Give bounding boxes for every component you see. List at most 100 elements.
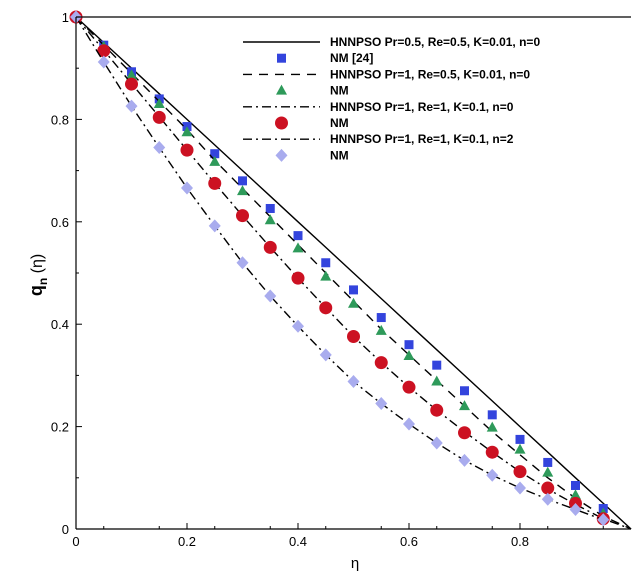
data-point-7-3 [153,141,166,155]
data-point-7-17 [541,492,554,506]
legend-label-3: NM [330,84,349,98]
legend-label-5: NM [330,116,349,130]
data-point-3-10 [348,297,359,308]
x-tick-label-4: 0.8 [511,534,529,549]
data-point-7-16 [514,481,526,495]
legend-entry-7: NM [275,148,349,162]
x-tick-label-0: 0 [72,534,79,549]
y-tick-label-2: 0.4 [51,317,69,332]
data-point-3-12 [403,349,415,360]
data-point-3-13 [431,375,443,386]
data-point-7-4 [181,181,193,195]
y-tick-label-5: 1 [62,10,69,25]
series-3 [70,11,609,518]
data-point-5-4 [180,143,194,157]
data-point-7-2 [125,99,138,113]
data-point-7-12 [403,417,415,431]
data-point-5-16 [513,465,527,479]
axes: 0 0.2 0.4 0.6 0.8 0 0.2 0.4 0.6 0.8 1 [51,10,631,549]
data-point-3-11 [375,324,387,335]
data-point-5-3 [152,110,166,124]
data-point-3-4 [181,126,193,137]
y-axis-title-argument: (η) [29,254,46,278]
legend-label-0: HNNPSO Pr=0.5, Re=0.5, K=0.01, n=0 [330,35,540,49]
series-line-0 [75,16,632,530]
data-point-5-17 [541,481,555,495]
data-point-5-11 [374,356,388,370]
data-point-1-14 [460,386,469,396]
data-point-1-5 [210,149,220,159]
data-point-7-7 [264,289,277,303]
data-point-7-1 [97,55,110,69]
data-point-1-8 [293,231,303,241]
legend-label-2: HNNPSO Pr=1, Re=0.5, K=0.01, n=0 [330,67,530,81]
data-point-1-10 [349,285,358,295]
data-point-3-3 [153,98,165,109]
data-point-7-18 [569,503,582,517]
y-axis-title: qn (η) [26,254,50,296]
data-point-1-15 [487,410,497,420]
data-point-7-11 [375,397,388,411]
data-point-7-5 [208,219,221,233]
legend-entry-3: NM [276,84,349,98]
legend-label-6: HNNPSO Pr=1, Re=1, K=0.1, n=2 [330,132,514,146]
data-point-7-13 [430,436,443,450]
data-point-1-13 [432,360,442,370]
data-point-5-2 [125,77,138,91]
data-point-5-9 [319,301,333,315]
series-6 [75,16,604,521]
x-axis-title: η [351,555,359,572]
legend-entry-0: HNNPSO Pr=0.5, Re=0.5, K=0.01, n=0 [243,35,540,49]
y-tick-label-1: 0.2 [51,420,69,435]
legend-marker-5 [275,116,288,130]
data-point-7-19 [597,513,610,527]
series-line-2 [75,16,632,530]
data-point-5-1 [97,44,111,58]
legend: HNNPSO Pr=0.5, Re=0.5, K=0.01, n=0 NM [24… [243,35,540,162]
data-point-7-14 [458,453,471,467]
data-point-5-10 [347,329,360,343]
y-axis-title-main: q [26,285,46,296]
data-point-1-12 [404,340,414,350]
data-point-5-8 [291,271,305,285]
y-tick-label-4: 0.8 [51,112,69,127]
data-point-3-17 [542,466,554,477]
legend-label-7: NM [330,148,349,162]
series-5 [69,10,610,526]
y-axis-title-subscript: n [36,278,50,285]
data-point-1-9 [321,258,331,268]
legend-entry-2: HNNPSO Pr=1, Re=0.5, K=0.01, n=0 [243,67,530,81]
data-point-1-17 [543,457,553,467]
data-point-1-11 [376,313,386,323]
series-7 [70,10,610,527]
data-point-5-6 [236,209,249,223]
data-point-3-15 [486,421,498,432]
data-point-7-15 [486,468,499,482]
data-point-1-16 [515,434,525,444]
series-2 [75,16,632,530]
data-point-3-6 [237,185,248,196]
data-point-5-14 [458,426,471,440]
data-point-5-7 [263,240,277,254]
legend-label-4: HNNPSO Pr=1, Re=1, K=0.1, n=0 [330,100,514,114]
data-point-3-2 [126,69,137,80]
legend-marker-7 [275,148,288,162]
y-tick-label-0: 0 [62,522,69,537]
legend-entry-6: HNNPSO Pr=1, Re=1, K=0.1, n=2 [243,132,514,146]
y-tick-label-3: 0.6 [51,215,69,230]
x-tick-label-3: 0.6 [400,534,418,549]
legend-label-1: NM [24] [330,51,373,65]
x-tick-label-2: 0.4 [289,534,307,549]
series-0 [75,16,632,530]
data-point-3-5 [209,155,221,166]
data-point-3-18 [570,489,581,500]
series-line-6 [75,16,604,521]
data-point-3-7 [264,214,276,225]
svg-text:qn (η): qn (η) [26,254,50,296]
legend-entry-5: NM [275,116,349,130]
legend-entry-4: HNNPSO Pr=1, Re=1, K=0.1, n=0 [243,100,514,114]
data-point-3-14 [459,400,470,411]
plot-area [69,10,632,530]
legend-marker-3 [276,84,287,95]
